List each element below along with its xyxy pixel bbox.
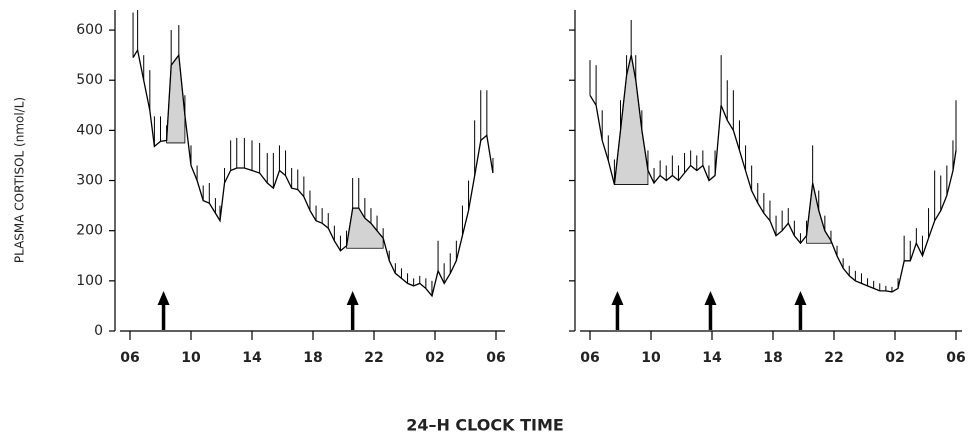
y-tick-label: 600 bbox=[76, 22, 103, 38]
cortisol-line bbox=[132, 48, 494, 298]
x-tick-label: 18 bbox=[303, 350, 322, 366]
y-tick-label: 400 bbox=[76, 122, 103, 138]
arrow-marker bbox=[704, 291, 717, 330]
pulse-area bbox=[613, 55, 649, 185]
x-tick-label: 06 bbox=[946, 350, 965, 366]
y-tick-label: 300 bbox=[76, 173, 103, 189]
arrow-head bbox=[794, 291, 807, 305]
x-tick-label: 02 bbox=[885, 350, 904, 366]
y-tick-label: 0 bbox=[94, 323, 103, 339]
x-tick-label: 06 bbox=[580, 350, 599, 366]
x-tick-label: 18 bbox=[763, 350, 782, 366]
x-tick-label: 06 bbox=[120, 350, 139, 366]
x-tick-label: 10 bbox=[181, 350, 201, 366]
x-tick-label: 22 bbox=[824, 350, 843, 366]
arrow-head bbox=[157, 291, 170, 305]
y-tick-label: 200 bbox=[76, 223, 103, 239]
x-tick-label: 10 bbox=[641, 350, 661, 366]
x-tick-label: 06 bbox=[486, 350, 505, 366]
x-tick-label: 22 bbox=[364, 350, 383, 366]
arrow-marker bbox=[611, 291, 624, 330]
x-tick-label: 14 bbox=[702, 350, 722, 366]
y-tick-label: 100 bbox=[76, 273, 103, 289]
arrow-head bbox=[704, 291, 717, 305]
cortisol-line bbox=[589, 54, 957, 293]
arrow-head bbox=[346, 291, 359, 305]
x-tick-label: 14 bbox=[242, 350, 262, 366]
y-tick-label: 500 bbox=[76, 72, 103, 88]
arrow-marker bbox=[346, 291, 359, 330]
arrow-marker bbox=[157, 291, 170, 330]
x-tick-label: 02 bbox=[425, 350, 444, 366]
arrow-head bbox=[611, 291, 624, 305]
y-axis-label: PLASMA CORTISOL (nmol/L) bbox=[13, 97, 27, 263]
arrow-marker bbox=[794, 291, 807, 330]
x-axis-label: 24–H CLOCK TIME bbox=[406, 416, 564, 435]
